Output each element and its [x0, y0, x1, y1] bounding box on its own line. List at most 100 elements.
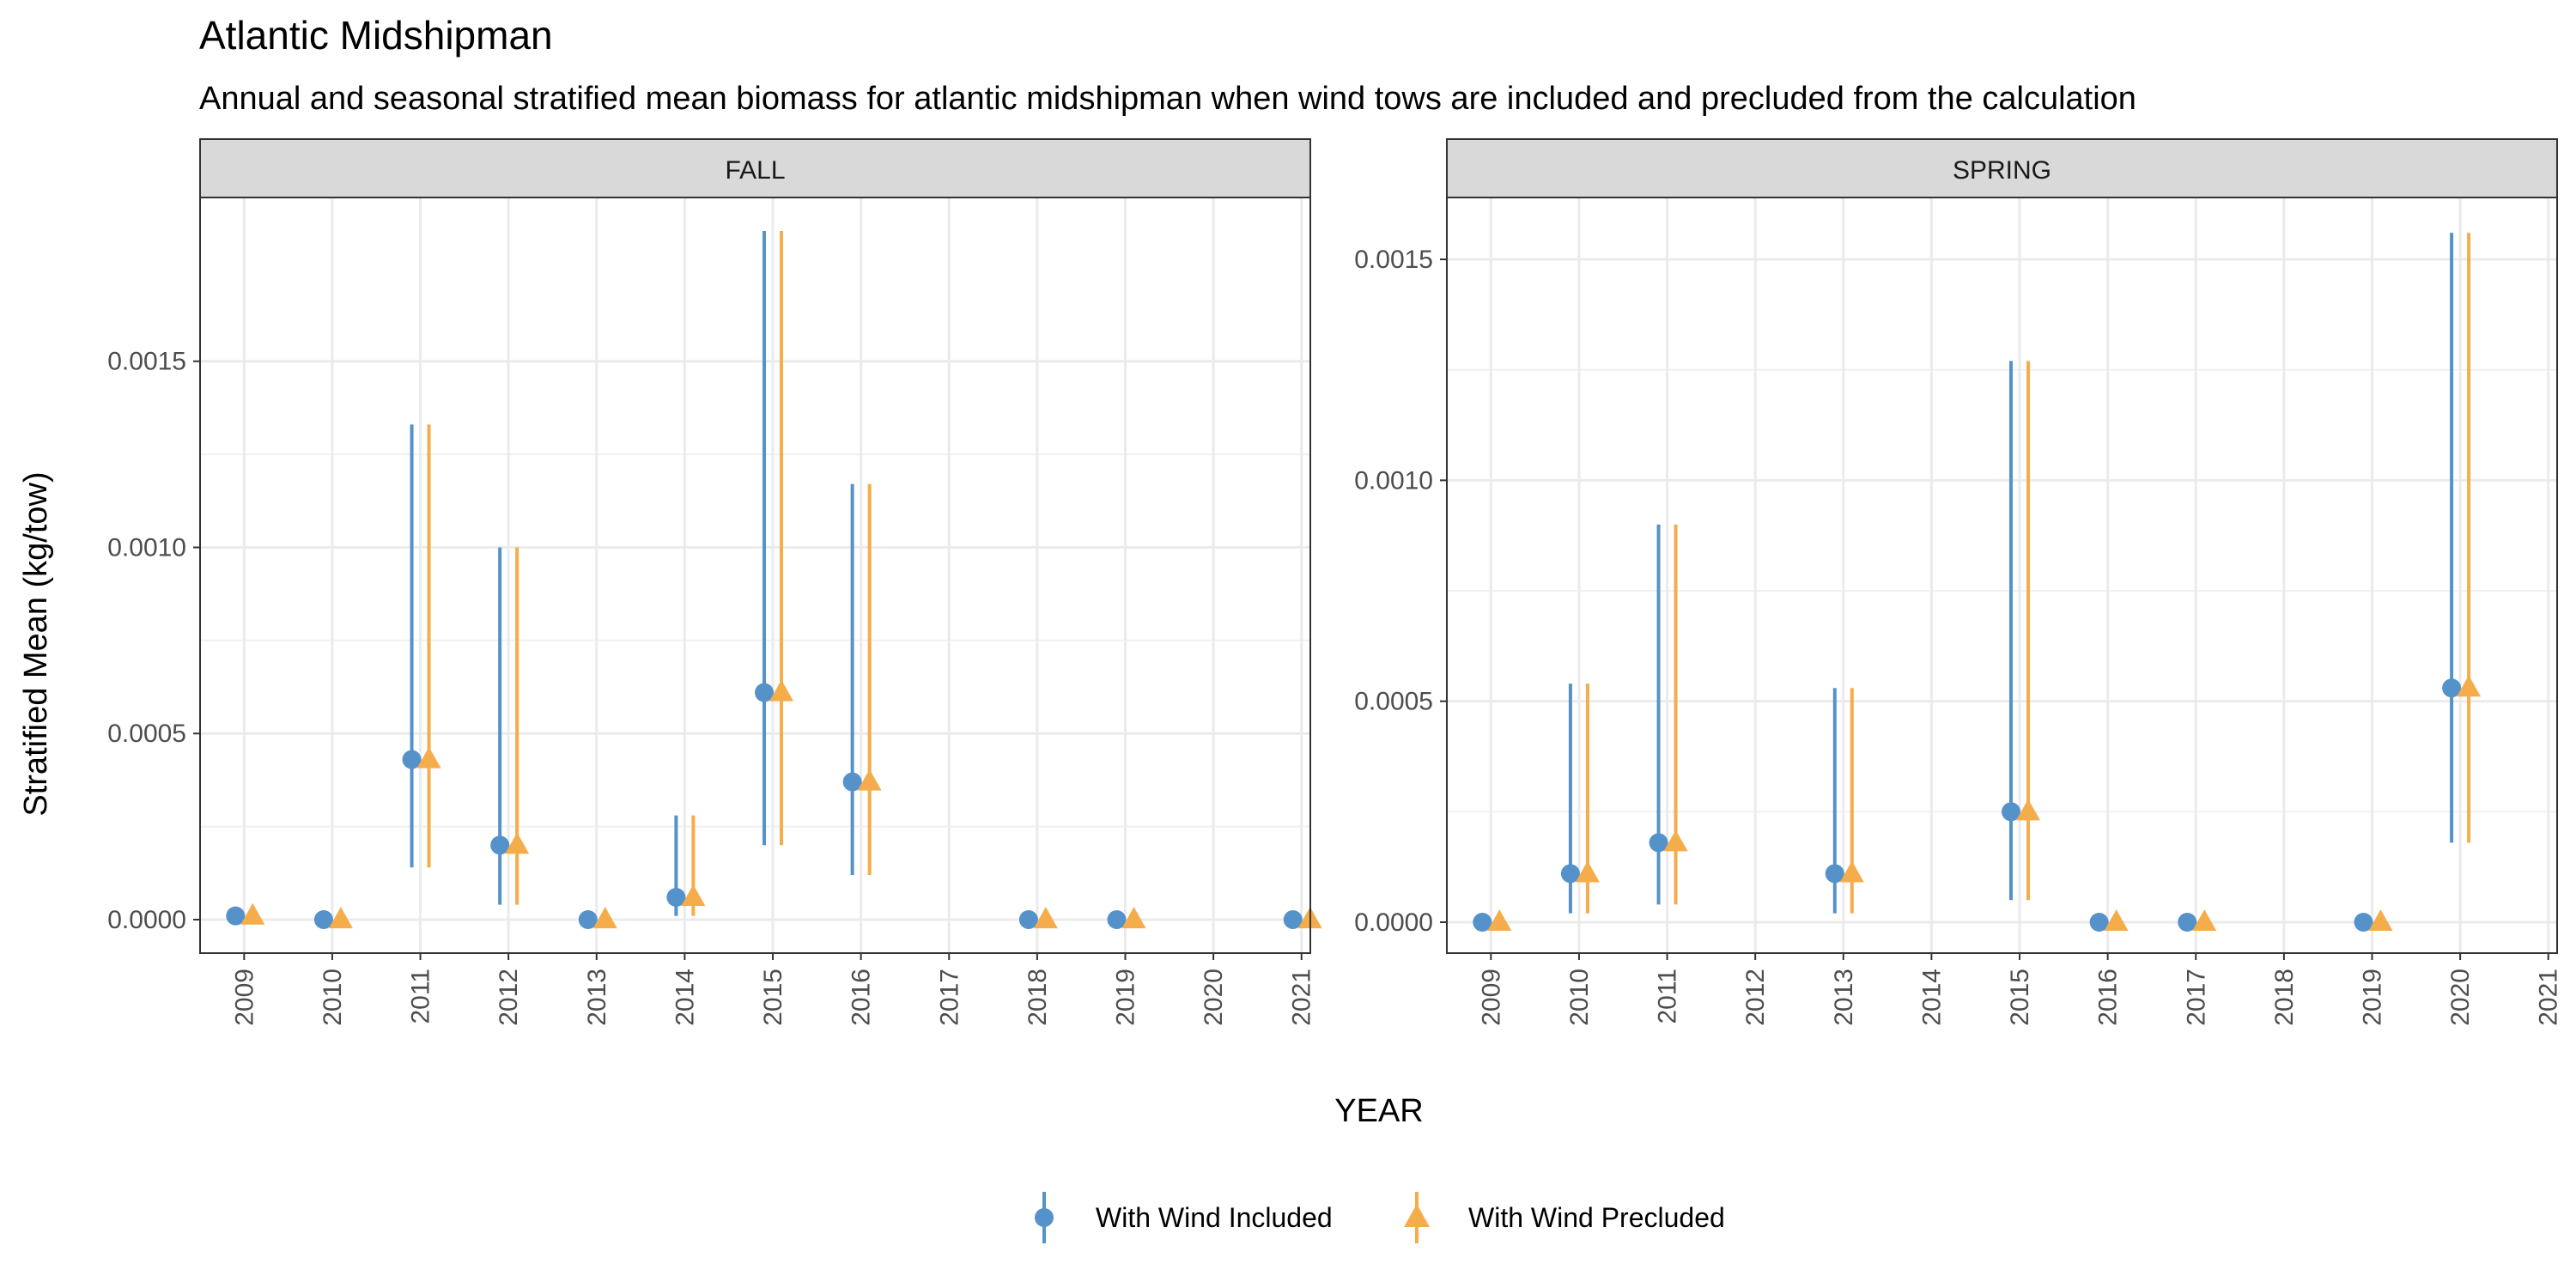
panel-spring: SPRING 0.0000 0.0005 0.0010 0.0015 2009 2010 20… [1354, 138, 2563, 1026]
x-axis-label: YEAR [1334, 1093, 1423, 1129]
data-point [328, 907, 353, 929]
x-tick-label: 2015 [2006, 969, 2034, 1026]
legend-item-precluded: With Wind Precluded [1404, 1192, 1725, 1243]
x-tick-label: 2013 [583, 969, 611, 1026]
data-point [2104, 909, 2129, 932]
x-tick-label: 2010 [319, 969, 347, 1026]
data-point [490, 835, 510, 855]
data-point [1839, 860, 1864, 883]
y-axis-label: Stratified Mean (kg/tow) [18, 471, 54, 816]
y-tick-label: 0.0005 [1354, 688, 1433, 716]
series-precluded [1487, 233, 2482, 932]
data-point [681, 884, 706, 907]
legend-item-included: With Wind Included [1035, 1192, 1333, 1243]
data-point [755, 683, 775, 702]
x-tick-label: 2012 [495, 969, 523, 1026]
data-point [505, 832, 530, 854]
series-precluded [240, 231, 1322, 929]
strip-background [1446, 138, 2558, 198]
x-tick-label: 2015 [759, 969, 787, 1026]
x-tick-label: 2011 [407, 969, 435, 1024]
data-point [1283, 909, 1303, 929]
x-tick-label: 2009 [1477, 969, 1505, 1026]
strip-label: SPRING [1953, 156, 2051, 185]
data-point [1033, 907, 1058, 929]
data-point [2442, 678, 2462, 698]
legend-key-circle [1035, 1208, 1054, 1227]
panel-border [1446, 197, 2558, 954]
y-tick-label: 0.0010 [107, 533, 186, 562]
data-point [857, 769, 882, 791]
panel-fall: FALL 0.0000 0.0005 0.0010 0.0015 2009 2010 2011… [107, 138, 1322, 1026]
data-point [416, 746, 441, 769]
x-tick-label: 2017 [2182, 969, 2210, 1026]
data-point [842, 772, 862, 792]
data-point [2192, 909, 2217, 932]
panels-group: FALL 0.0000 0.0005 0.0010 0.0015 2009 2010 2011… [107, 138, 2563, 1026]
y-tick-label: 0.0000 [107, 906, 186, 934]
data-point [1487, 909, 1512, 932]
legend-label: With Wind Precluded [1468, 1202, 1725, 1233]
x-tick-label: 2014 [1917, 969, 1946, 1026]
strip-background [199, 138, 1311, 198]
panel-border [199, 197, 1311, 954]
data-point [240, 902, 265, 925]
x-tick-label: 2012 [1741, 969, 1770, 1026]
chart-subtitle: Annual and seasonal stratified mean biom… [199, 81, 2136, 117]
data-point [769, 679, 794, 702]
data-point [1473, 912, 1492, 932]
x-tick-label: 2016 [848, 969, 876, 1026]
x-tick-label: 2013 [1830, 969, 1858, 1026]
data-point [1560, 864, 1580, 884]
panel-background [200, 197, 1310, 953]
x-tick-label: 2009 [230, 969, 258, 1026]
y-tick-label: 0.0000 [1354, 908, 1433, 937]
data-point [1575, 860, 1600, 883]
data-point [666, 887, 686, 907]
x-tick-label: 2017 [935, 969, 963, 1026]
x-tick-label: 2018 [1024, 969, 1052, 1026]
y-tick-label: 0.0005 [107, 720, 186, 748]
data-point [2016, 799, 2041, 821]
data-point [592, 907, 617, 929]
x-tick-label: 2021 [1288, 969, 1316, 1026]
x-tick-label: 2011 [1654, 969, 1682, 1024]
data-point [226, 906, 246, 926]
chart-title: Atlantic Midshipman [199, 13, 553, 58]
x-tick-label: 2014 [671, 969, 699, 1026]
data-point [1018, 909, 1038, 929]
data-point [1663, 829, 1688, 852]
x-tick-label: 2010 [1565, 969, 1594, 1026]
y-tick-label: 0.0010 [1354, 466, 1433, 495]
x-tick-label: 2021 [2535, 969, 2563, 1026]
x-tick-label: 2020 [2446, 969, 2475, 1026]
data-point [2089, 912, 2109, 932]
data-point [1825, 864, 1844, 884]
data-point [2002, 802, 2021, 822]
data-point [1649, 833, 1668, 853]
legend: With Wind Included With Wind Precluded [1035, 1192, 1725, 1243]
x-tick-label: 2020 [1200, 969, 1228, 1026]
y-tick-label: 0.0015 [1354, 246, 1433, 274]
x-tick-label: 2016 [2094, 969, 2123, 1026]
data-point [2457, 675, 2482, 697]
x-tick-label: 2019 [2359, 969, 2387, 1026]
panel-background [1447, 197, 2557, 953]
strip-label: FALL [725, 156, 785, 185]
legend-key-triangle [1404, 1204, 1430, 1227]
data-point [578, 909, 598, 929]
x-tick-label: 2018 [2270, 969, 2299, 1026]
data-point [2178, 912, 2197, 932]
data-point [2368, 909, 2393, 932]
series-included [1473, 233, 2462, 932]
data-point [313, 909, 333, 929]
data-point [2354, 912, 2373, 932]
x-tick-label: 2019 [1112, 969, 1140, 1026]
y-tick-label: 0.0015 [107, 348, 186, 376]
data-point [402, 750, 422, 769]
legend-label: With Wind Included [1096, 1202, 1333, 1233]
data-point [1121, 907, 1146, 929]
data-point [1107, 909, 1127, 929]
